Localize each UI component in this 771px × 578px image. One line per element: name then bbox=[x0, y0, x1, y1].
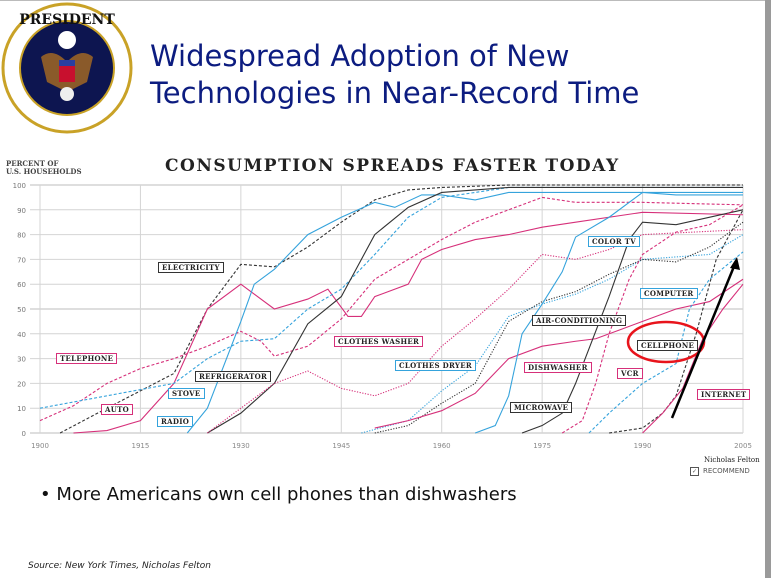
y-tick-label: 50 bbox=[17, 306, 26, 314]
svg-text:PRESIDENT: PRESIDENT bbox=[19, 12, 115, 28]
x-tick-label: 1900 bbox=[31, 442, 49, 450]
x-tick-label: 1975 bbox=[533, 442, 551, 450]
y-tick-label: 40 bbox=[17, 331, 26, 339]
label-computer: COMPUTER bbox=[640, 288, 698, 299]
series-line-microwave bbox=[521, 209, 744, 434]
series-line-radio bbox=[186, 191, 743, 434]
series-line-color-tv bbox=[474, 191, 743, 434]
label-electricity: ELECTRICITY bbox=[158, 262, 224, 273]
label-air-conditioning: AIR-CONDITIONING bbox=[532, 315, 627, 326]
y-axis-label-line-2: U.S. HOUSEHOLDS bbox=[6, 167, 82, 176]
y-tick-label: 80 bbox=[17, 232, 26, 240]
x-tick-label: 1990 bbox=[634, 442, 652, 450]
label-cellphone: CELLPHONE bbox=[637, 340, 699, 351]
chart-credit: Nicholas Felton bbox=[704, 456, 760, 464]
x-tick-label: 1945 bbox=[332, 442, 350, 450]
y-tick-label: 90 bbox=[17, 207, 26, 215]
x-tick-label: 1930 bbox=[232, 442, 250, 450]
slide-border bbox=[765, 0, 771, 578]
y-tick-label: 70 bbox=[17, 256, 26, 264]
series-line-refrigerator bbox=[207, 186, 743, 434]
series-line-stove bbox=[39, 186, 743, 409]
label-internet: INTERNET bbox=[697, 389, 751, 400]
y-axis-label-line-1: PERCENT OF bbox=[6, 159, 59, 168]
y-tick-label: 10 bbox=[17, 405, 26, 413]
checkbox-icon: ✓ bbox=[690, 467, 699, 476]
label-color-tv: COLOR TV bbox=[588, 236, 640, 247]
x-tick-label: 2005 bbox=[734, 442, 752, 450]
series-line-dishwasher bbox=[374, 278, 744, 429]
annotation-arrow-shaft bbox=[670, 263, 737, 419]
y-tick-label: 0 bbox=[22, 430, 26, 438]
label-refrigerator: REFRIGERATOR bbox=[195, 371, 272, 382]
source-note: Source: New York Times, Nicholas Felton bbox=[28, 561, 211, 571]
x-tick-label: 1915 bbox=[132, 442, 150, 450]
recommend-label: RECOMMEND bbox=[703, 467, 750, 475]
bullet-point: • More Americans own cell phones than di… bbox=[40, 484, 517, 505]
label-vcr: VCR bbox=[617, 368, 643, 379]
title-line-2: Technologies in Near-Record Time bbox=[150, 76, 640, 110]
title-line-1: Widespread Adoption of New bbox=[150, 39, 570, 73]
label-microwave: MICROWAVE bbox=[510, 402, 573, 413]
label-clothes-dryer: CLOTHES DRYER bbox=[395, 360, 476, 371]
series-line-auto bbox=[73, 211, 744, 434]
series-line-computer bbox=[588, 251, 744, 434]
presidential-seal-logo: PRESIDENT bbox=[1, 2, 133, 134]
series-line-clothes-washer bbox=[207, 229, 744, 434]
recommend-button[interactable]: ✓ RECOMMEND bbox=[690, 467, 750, 476]
x-tick-label: 1960 bbox=[433, 442, 451, 450]
y-tick-label: 20 bbox=[17, 380, 26, 388]
label-stove: STOVE bbox=[168, 388, 205, 399]
slide-title: Widespread Adoption of New Technologies … bbox=[150, 38, 639, 112]
label-telephone: TELEPHONE bbox=[56, 353, 118, 364]
chart-title: CONSUMPTION SPREADS FASTER TODAY bbox=[165, 156, 620, 176]
label-radio: RADIO bbox=[157, 416, 194, 427]
series-line-air-conditioning bbox=[374, 221, 744, 434]
series-line-vcr bbox=[561, 204, 744, 434]
y-tick-label: 100 bbox=[13, 182, 26, 190]
y-tick-label: 60 bbox=[17, 281, 26, 289]
series-line-internet bbox=[642, 283, 744, 434]
bullet-text: More Americans own cell phones than dish… bbox=[56, 484, 517, 505]
y-tick-label: 30 bbox=[17, 356, 26, 364]
label-dishwasher: DISHWASHER bbox=[524, 362, 592, 373]
label-auto: AUTO bbox=[101, 404, 134, 415]
y-axis-label: PERCENT OF U.S. HOUSEHOLDS bbox=[6, 160, 82, 176]
label-clothes-washer: CLOTHES WASHER bbox=[334, 336, 424, 347]
line-chart: 0 10 20 30 40 50 60 70 80 90 100 1900 1915 1930 1945 19… bbox=[13, 182, 752, 450]
annotation-arrow-head bbox=[730, 257, 740, 270]
